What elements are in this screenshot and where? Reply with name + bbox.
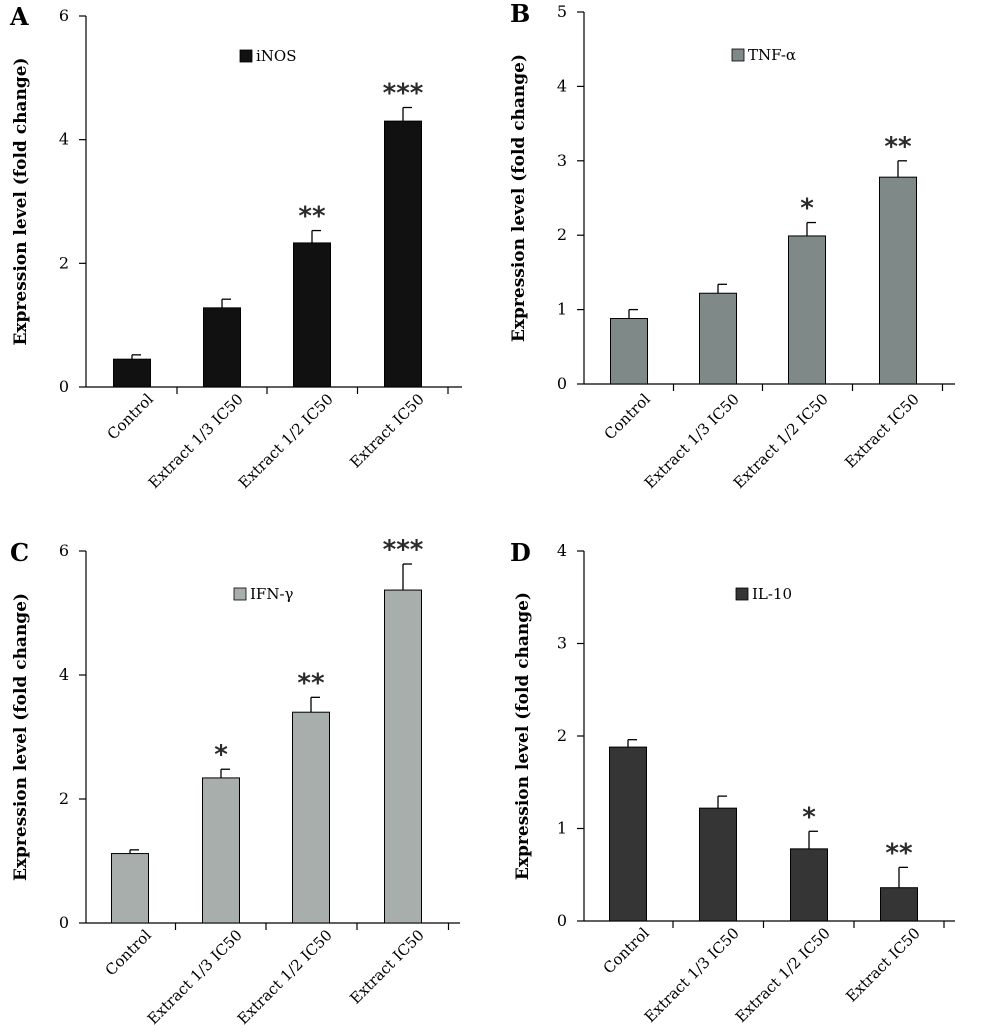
category-label: Control <box>601 390 654 443</box>
category-label: Control <box>600 924 653 977</box>
category-label: Extract 1/2 IC50 <box>730 390 832 492</box>
bar <box>788 235 826 385</box>
legend-label: TNF-α <box>748 46 796 64</box>
y-tick-label: 4 <box>557 76 567 95</box>
y-tick-label: 6 <box>59 6 69 25</box>
category-label: Extract IC50 <box>841 390 922 471</box>
y-tick-label: 6 <box>59 541 69 560</box>
panel-letter: C <box>10 538 29 567</box>
category-label: Extract IC50 <box>842 924 923 1005</box>
category-label: Extract 1/3 IC50 <box>144 926 246 1028</box>
y-tick-label: 3 <box>557 634 567 653</box>
y-tick-label: 0 <box>557 374 567 393</box>
significance-marker: * <box>800 194 814 224</box>
chart-panel-d: D Expression level (fold change) 0 1 2 3 4 Cont… <box>510 538 955 1026</box>
y-tick-label: 4 <box>59 130 69 149</box>
legend: IL-10 <box>735 585 792 603</box>
y-tick-label: 0 <box>59 913 69 932</box>
category-label: Extract 1/2 IC50 <box>732 924 834 1026</box>
category-label: Extract 1/3 IC50 <box>145 390 247 492</box>
bar <box>202 777 240 924</box>
y-tick-label: 4 <box>59 665 69 684</box>
significance-marker: ** <box>885 838 913 868</box>
significance-marker: * <box>802 802 816 832</box>
bar <box>609 746 647 922</box>
bar <box>880 887 918 922</box>
y-tick-label: 2 <box>557 726 567 745</box>
chart-panel-b: B Expression level (fold change) 0 1 2 3 4 5 Con… <box>509 0 955 492</box>
category-label: Extract IC50 <box>346 926 427 1007</box>
y-tick-label: 5 <box>557 2 567 21</box>
y-axis-label: Expression level (fold change) <box>513 592 533 880</box>
category-label: Control <box>102 926 155 979</box>
legend-label: iNOS <box>256 47 297 65</box>
y-tick-label: 2 <box>557 225 567 244</box>
y-tick-label: 2 <box>59 789 69 808</box>
y-axis-label: Expression level (fold change) <box>509 54 529 342</box>
category-label: Extract 1/2 IC50 <box>235 390 337 492</box>
category-label: Extract 1/3 IC50 <box>641 390 743 492</box>
bar <box>384 120 422 388</box>
y-axis-label: Expression level (fold change) <box>11 57 31 345</box>
category-label: Extract IC50 <box>346 390 427 471</box>
y-tick-label: 0 <box>59 377 69 396</box>
bar <box>292 711 330 924</box>
category-label: Control <box>104 390 157 443</box>
legend: IFN-γ <box>233 585 294 603</box>
panel-letter: A <box>9 2 29 31</box>
legend-label: IFN-γ <box>250 585 294 603</box>
legend-swatch <box>731 48 745 62</box>
legend-swatch <box>735 587 749 601</box>
bar <box>610 318 648 385</box>
y-tick-label: 1 <box>557 300 567 319</box>
legend-swatch <box>239 49 253 63</box>
significance-marker: ** <box>297 668 325 698</box>
significance-marker: ** <box>298 202 326 232</box>
legend: iNOS <box>239 47 297 65</box>
chart-panel-a: A Expression level (fold change) 0 2 4 6 Contr… <box>9 2 462 492</box>
category-label: Extract 1/2 IC50 <box>234 926 336 1028</box>
bar <box>699 807 737 922</box>
panel-letter: B <box>510 0 530 28</box>
category-label: Extract 1/3 IC50 <box>641 924 743 1026</box>
legend-swatch <box>233 587 247 601</box>
significance-marker: * <box>214 740 228 770</box>
y-tick-label: 2 <box>59 253 69 272</box>
y-axis-label: Expression level (fold change) <box>11 593 31 881</box>
bar <box>293 242 331 388</box>
y-tick-label: 1 <box>557 819 567 838</box>
panel-letter: D <box>510 538 531 567</box>
y-tick-label: 0 <box>557 911 567 930</box>
bar <box>790 848 828 922</box>
bar <box>113 358 151 388</box>
y-tick-label: 3 <box>557 151 567 170</box>
significance-marker: ** <box>884 132 912 162</box>
bar <box>699 292 737 385</box>
chart-panel-c: C Expression level (fold change) 0 2 4 6 Contr… <box>10 535 460 1028</box>
y-tick-label: 4 <box>557 541 567 560</box>
legend-label: IL-10 <box>752 585 792 603</box>
significance-marker: *** <box>383 79 424 109</box>
bar <box>879 176 917 385</box>
significance-marker: *** <box>383 535 424 565</box>
bar <box>203 307 241 388</box>
legend: TNF-α <box>731 46 796 64</box>
bar <box>111 853 149 924</box>
bar <box>384 589 422 924</box>
